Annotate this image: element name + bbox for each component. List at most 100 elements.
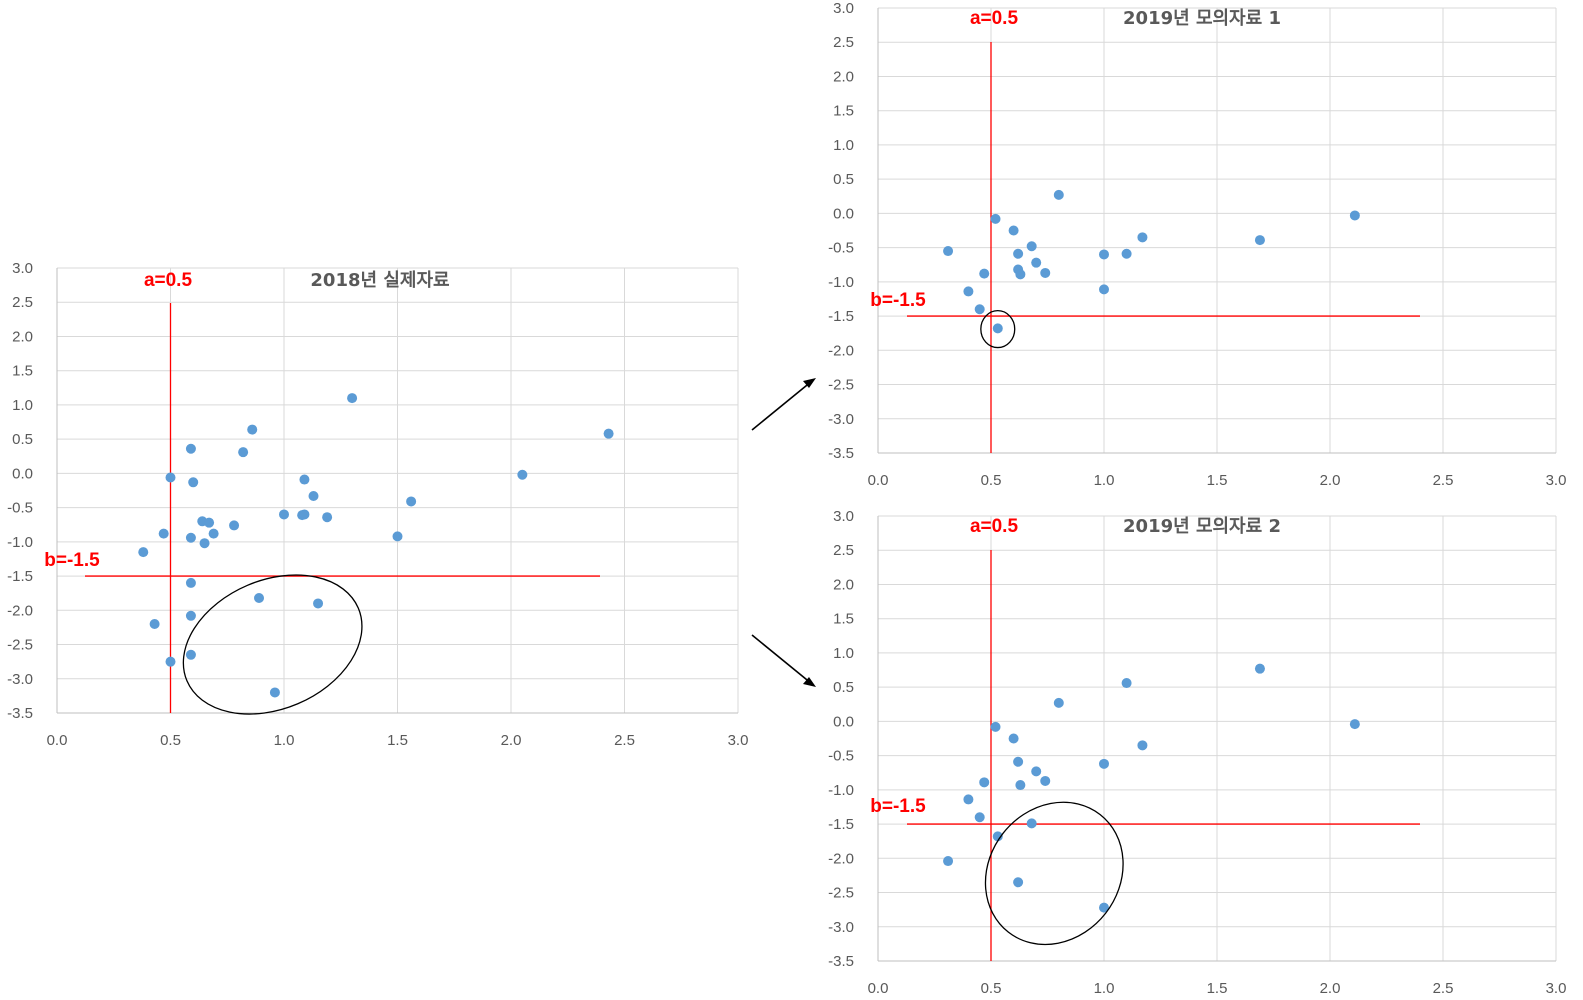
y-tick-label: 2.5 [833,542,854,559]
data-point [992,323,1003,334]
y-tick-label: 0.5 [833,679,854,696]
data-point [1008,733,1019,744]
y-tick-label: 1.0 [833,645,854,662]
y-tick-label: -1.0 [828,782,854,799]
chart-title: 2019년 모의자료 1 [1123,8,1281,29]
x-tick-label: 0.0 [868,980,889,997]
reference-label-b: b=-1.5 [870,796,926,817]
x-tick-label: 3.0 [1546,472,1567,489]
x-tick-label: 0.0 [868,472,889,489]
data-point [308,490,319,501]
arrow-to-panel-1 [751,380,813,431]
reference-label-b: b=-1.5 [870,290,926,311]
y-tick-label: 1.5 [833,611,854,628]
arrow-head-2 [803,677,816,687]
reference-label-a: a=0.5 [970,8,1019,29]
data-point [229,520,240,531]
data-point [1053,697,1064,708]
data-point [322,512,333,523]
y-tick-label: -2.0 [828,342,854,359]
data-point [1053,189,1064,200]
data-point [1099,758,1109,769]
data-point [406,496,417,507]
reference-label-a: a=0.5 [970,516,1019,537]
x-tick-label: 2.5 [1433,980,1454,997]
y-tick-label: 3.0 [12,260,33,277]
y-tick-label: -0.5 [828,240,854,257]
data-point [1254,663,1265,674]
data-point [254,592,265,603]
data-point [943,246,954,257]
data-point [238,447,249,458]
y-tick-label: -3.5 [828,953,854,970]
y-tick-label: -1.5 [7,568,33,585]
data-point [1013,877,1024,888]
data-point [204,517,215,528]
data-point [1040,775,1051,786]
y-tick-label: 2.5 [833,34,854,51]
data-point [347,393,358,404]
chart-title: 2019년 모의자료 2 [1123,516,1281,537]
data-point [963,286,974,297]
data-point [188,477,199,488]
data-point [1137,740,1148,751]
y-tick-label: -3.0 [828,411,854,428]
x-tick-label: 0.5 [981,472,1002,489]
y-tick-label: 2.0 [833,68,854,85]
scatter-panel-2019-sim-1: 3.0 2.5 2.0 1.5 1.0 0.5 0.0 -0.5 -1.0 -1.5 -2.0 -2.… [828,0,1566,489]
y-tick-label: -0.5 [828,748,854,765]
y-tick-label: -2.0 [828,850,854,867]
data-point [1349,210,1360,221]
y-tick-label: 1.5 [833,103,854,120]
y-tick-label: 0.5 [12,431,33,448]
y-tick-label: 0.0 [833,205,854,222]
y-tick-label: 0.0 [12,465,33,482]
data-point [1008,225,1019,236]
highlight-ellipse [980,309,1016,349]
y-tick-label: 2.0 [833,576,854,593]
y-tick-label: -1.0 [828,274,854,291]
data-point [1026,818,1037,829]
y-tick-label: 2.0 [12,328,33,345]
data-point [1013,248,1024,259]
data-point [990,213,1001,224]
x-tick-label: 1.0 [1094,472,1115,489]
highlight-ellipse [984,801,1124,946]
y-tick-label: -3.0 [828,919,854,936]
data-point [1040,267,1051,278]
data-point [979,777,990,788]
scatter-panel-2019-sim-2: 3.0 2.5 2.0 1.5 1.0 0.5 0.0 -0.5 -1.0 -1.5 -2.0 -2.… [828,508,1566,997]
data-point [1013,756,1024,767]
data-point [1121,248,1132,259]
data-point [185,649,196,660]
data-point [1026,241,1037,252]
x-tick-label: 1.5 [387,732,408,749]
data-point [1031,766,1042,777]
data-point [1099,284,1109,295]
arrow-head-1 [803,378,816,388]
data-point [943,856,954,867]
y-tick-label: 2.5 [12,294,33,311]
data-point [247,424,258,435]
data-point [208,528,219,539]
data-point [1099,902,1109,913]
chart-title: 2018년 실제자료 [310,270,449,291]
data-point [392,531,403,542]
reference-label-b: b=-1.5 [44,550,100,571]
data-point [313,598,324,609]
y-tick-label: -2.0 [7,602,33,619]
x-tick-label: 2.5 [614,732,635,749]
x-tick-label: 2.0 [501,732,522,749]
data-point [1015,269,1026,280]
data-point [517,469,528,480]
data-point [1031,257,1042,268]
data-point [185,532,196,543]
y-tick-label: -3.0 [7,671,33,688]
y-tick-label: -2.5 [7,637,33,654]
data-point [1121,678,1132,689]
x-tick-label: 1.0 [1094,980,1115,997]
data-point [299,474,310,485]
data-point [1015,780,1026,791]
data-point [279,509,289,520]
